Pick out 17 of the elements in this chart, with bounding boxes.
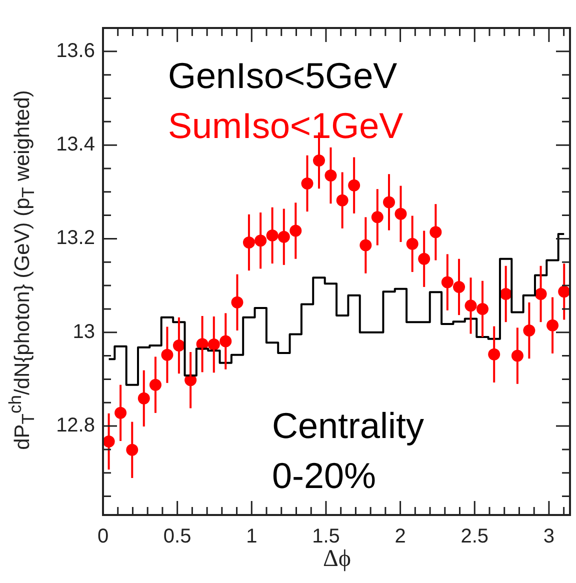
x-tick-label: 1 [246, 526, 258, 548]
y-tick-label: 13.6 [56, 40, 95, 62]
annotation: 0-20% [272, 455, 376, 496]
x-tick-label: 0 [97, 526, 109, 548]
x-tick-label: 3 [543, 526, 555, 548]
x-axis-title: Δϕ [322, 546, 352, 573]
x-tick-label: 0.5 [163, 526, 192, 548]
y-tick-label: 13.2 [56, 227, 95, 250]
y-tick-label: 12.8 [56, 414, 95, 437]
x-tick-label: 2.5 [460, 526, 489, 548]
y-tick-label: 13 [72, 320, 95, 343]
annotation: Centrality [272, 405, 424, 446]
x-tick-label: 2 [394, 526, 406, 548]
y-tick-label: 13.4 [56, 134, 95, 156]
x-tick-label: 1.5 [312, 526, 340, 548]
text: GenIso<5GeV [168, 55, 398, 96]
series-label: SumIso<1GeV [168, 105, 404, 146]
